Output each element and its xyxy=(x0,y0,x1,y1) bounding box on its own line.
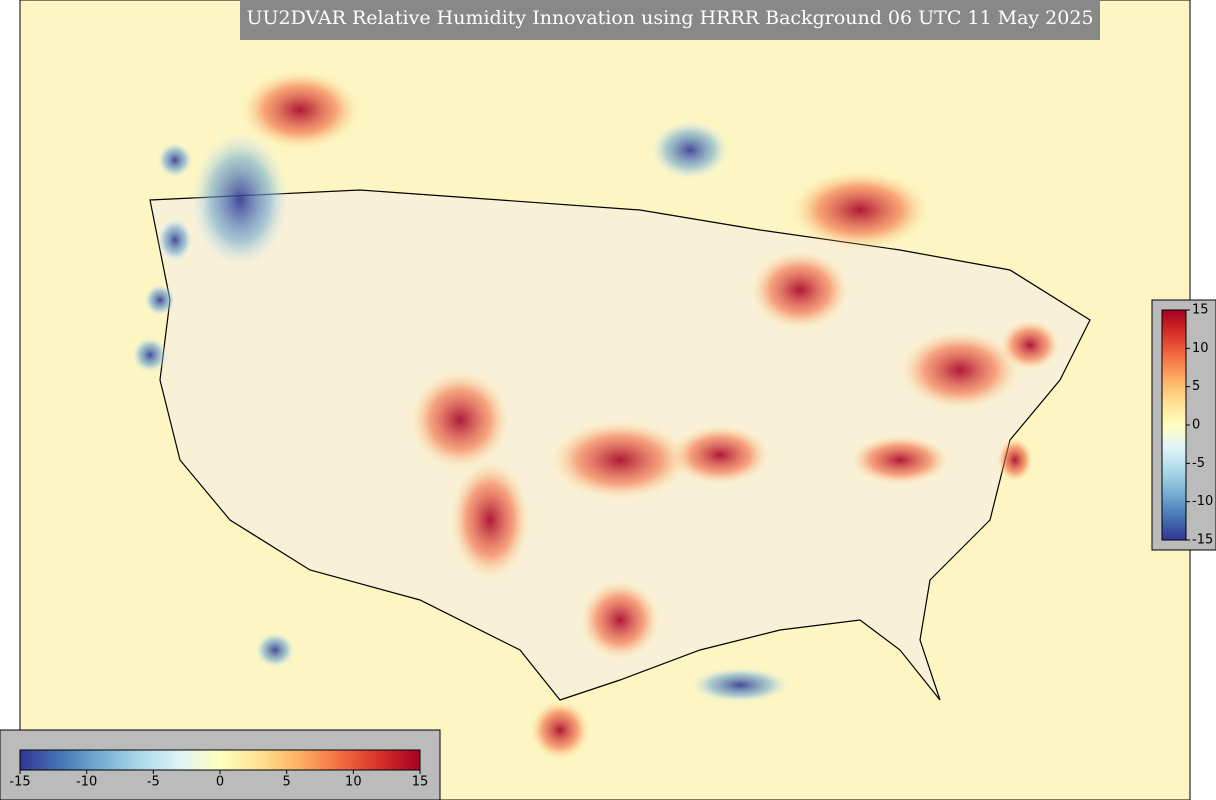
innovation-field xyxy=(132,70,1060,760)
field-blob xyxy=(530,700,590,760)
field-blob xyxy=(144,284,176,316)
tick-label: 0 xyxy=(1192,418,1200,433)
field-blob xyxy=(190,130,290,270)
field-blob xyxy=(240,70,360,150)
title-box xyxy=(240,0,1100,40)
field-blob xyxy=(790,170,930,250)
field-blob xyxy=(650,120,730,180)
field-blob xyxy=(157,218,193,262)
field-blob xyxy=(850,435,950,485)
tick-label: -15 xyxy=(1192,533,1213,548)
bottom-colorbar xyxy=(19,749,421,771)
field-blob xyxy=(550,420,690,500)
field-blob xyxy=(132,337,168,373)
colorbar-ticks: -15 -10 -5 0 5 10 15 15 10 5 0 -5 -10 -15 xyxy=(9,303,1213,790)
field-blob xyxy=(900,330,1020,410)
tick-label: 15 xyxy=(412,775,429,790)
right-colorbar xyxy=(1161,309,1187,541)
field-blob xyxy=(580,580,660,660)
tick-label: -5 xyxy=(1192,456,1205,471)
field-blob xyxy=(750,250,850,330)
field-blob xyxy=(255,632,295,668)
field-blob xyxy=(1000,320,1060,370)
tick-label: -5 xyxy=(147,775,160,790)
tick-label: 10 xyxy=(1192,341,1209,356)
tick-label: -15 xyxy=(9,775,30,790)
field-blob xyxy=(450,460,530,580)
tick-label: -10 xyxy=(76,775,97,790)
field-blob xyxy=(670,425,770,485)
tick-label: 15 xyxy=(1192,303,1209,318)
field-blob xyxy=(997,438,1033,482)
field-blob xyxy=(690,667,790,703)
tick-label: 0 xyxy=(216,775,224,790)
tick-label: -10 xyxy=(1192,494,1213,509)
tick-label: 10 xyxy=(345,775,362,790)
map-title: UU2DVAR Relative Humidity Innovation usi… xyxy=(246,7,1093,29)
field-blob xyxy=(410,370,510,470)
tick-label: 5 xyxy=(283,775,291,790)
field-blob xyxy=(157,142,193,178)
tick-label: 5 xyxy=(1192,379,1200,394)
